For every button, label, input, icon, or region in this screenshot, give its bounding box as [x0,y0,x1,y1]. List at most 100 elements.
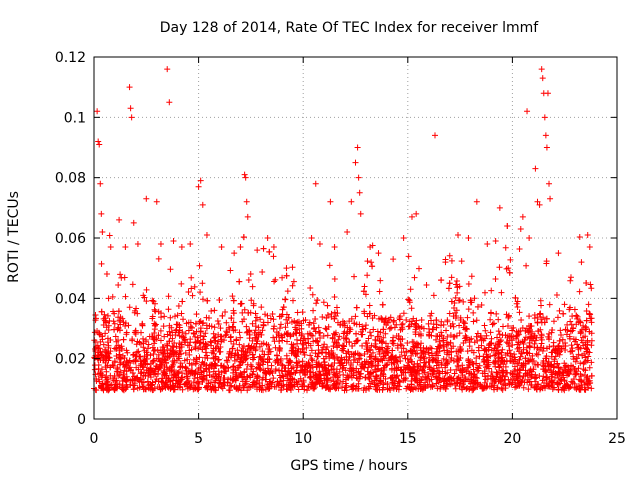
data-point [317,335,323,342]
data-point [204,385,211,392]
data-point [322,353,329,360]
data-point [134,385,141,392]
data-point [264,235,271,241]
data-point [252,347,259,354]
data-point [97,370,104,377]
data-point [433,355,440,362]
data-point [134,241,141,248]
data-point [454,353,461,360]
data-point [290,278,297,285]
data-point [272,366,279,373]
data-point [585,384,592,391]
data-point [466,343,473,350]
data-point [580,322,587,329]
data-point [360,364,367,371]
data-point [352,350,359,357]
data-point [434,385,441,392]
data-point [297,337,304,344]
data-point [404,339,411,346]
data-point [396,383,403,390]
data-point [346,339,353,346]
data-point [256,365,263,372]
data-point [283,265,290,272]
data-point [555,386,562,393]
x-tick-label: 25 [608,431,626,447]
data-point [237,334,244,341]
data-point [514,303,521,310]
data-point [151,368,158,375]
data-point [177,377,184,384]
data-point [119,386,126,393]
data-point [532,361,539,368]
data-point [408,213,415,220]
data-point [310,320,317,327]
data-point [412,385,419,392]
data-point [499,386,506,393]
data-point [380,326,387,333]
data-point [167,385,174,392]
data-point [340,364,347,371]
data-point [98,210,105,217]
data-point [129,337,136,344]
data-point [171,340,178,347]
data-point [390,340,397,347]
data-point [313,300,320,307]
data-point [483,364,490,371]
data-point [260,361,267,368]
data-point [428,317,435,324]
data-point [122,244,129,251]
data-point [193,311,200,318]
data-point [178,244,185,251]
data-point [100,341,107,348]
data-point [312,180,319,187]
data-point [200,296,207,303]
data-point [353,338,360,345]
data-point [152,321,159,328]
data-point [495,350,502,357]
data-point [557,327,564,334]
data-point [412,371,419,378]
data-point [169,329,176,336]
data-point [403,316,410,323]
data-point [355,174,362,181]
data-point [516,245,523,252]
data-point [453,380,460,387]
data-point [456,297,463,304]
data-point [251,343,258,350]
data-point [525,386,532,393]
data-point [495,316,502,323]
x-tick-label: 20 [503,431,521,447]
data-point [406,323,413,330]
data-point [120,336,127,343]
data-point [262,370,269,377]
data-point [503,311,510,318]
data-point [170,382,177,389]
data-point [253,340,260,347]
data-point [450,313,457,320]
data-point [307,284,314,291]
data-point [331,244,338,251]
data-point [453,366,460,373]
data-point [578,259,585,266]
data-point [583,346,590,353]
data-point [453,281,460,288]
data-point [556,344,563,351]
data-point [433,324,440,331]
data-point [429,382,436,389]
data-point [292,347,299,354]
data-point [495,328,502,335]
data-point [492,238,499,245]
data-point [259,382,266,389]
data-point [541,319,548,326]
data-point [399,320,406,327]
data-point [374,382,381,389]
data-point [583,375,590,382]
y-tick-label: 0.02 [55,352,86,368]
data-point [398,321,405,328]
data-point [333,304,340,311]
data-point [183,379,190,386]
data-point [178,280,185,287]
data-point [573,321,580,328]
data-point [432,336,439,343]
data-point [229,323,236,330]
